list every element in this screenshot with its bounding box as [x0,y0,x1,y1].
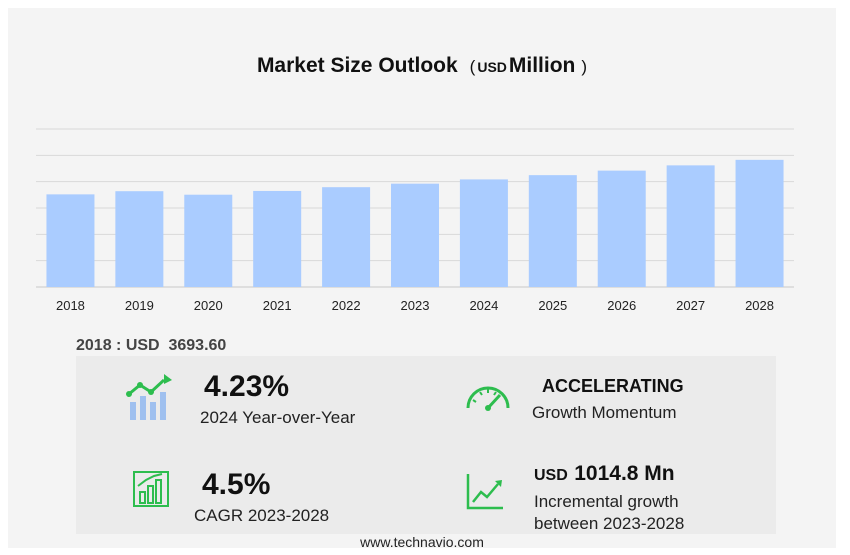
chart-unit-prefix: USD [477,59,507,75]
incremental-label-2: between 2023-2028 [534,514,685,533]
bar-chart: 2018 2019 2020 2021 2022 2023 2024 2025 2026 2027… [36,128,794,313]
bar-2022 [322,187,371,287]
x-tick-2026: 2026 [607,298,636,313]
x-tick-2022: 2022 [332,298,361,313]
bar-2020 [184,194,233,287]
baseline-value: 2018 : USD 3693.60 [76,337,227,354]
x-tick-2024: 2024 [469,298,498,313]
chart-title: Market Size Outlook(USDMillion) [256,54,588,77]
chart-unit-suffix: Million [508,54,576,77]
incremental-label-1: Incremental growth [534,492,679,511]
bar-2021 [253,190,302,287]
bar-2026 [597,170,646,287]
incremental-value-line: USD 1014.8 Mn [534,462,675,486]
stats-panel [76,356,776,534]
bar-2018 [46,194,95,287]
trend-line-icon [466,474,503,510]
bar-2027 [666,165,715,287]
cagr-value: 4.5% [202,468,271,501]
bar-2028 [735,159,784,287]
bar-2025 [528,175,577,287]
speedometer-icon [466,386,510,411]
momentum-value: ACCELERATING [542,376,684,396]
infographic-card: Market Size Outlook(USDMillion) 2018 2019… [8,8,836,550]
footer-url: www.technavio.com [360,534,484,550]
growth-chart-icon [126,374,172,420]
incremental-value: 1014.8 Mn [574,462,675,485]
chart-title-text: Market Size Outlook [256,54,458,77]
x-tick-2020: 2020 [194,298,223,313]
bar-2019 [115,191,164,287]
incremental-prefix: USD [534,467,568,484]
bar-2024 [459,179,508,287]
yoy-label: 2024 Year-over-Year [200,408,356,427]
bar-2023 [391,183,439,287]
x-tick-2018: 2018 [56,298,85,313]
momentum-label: Growth Momentum [532,403,677,422]
yoy-value: 4.23% [204,370,290,403]
x-tick-2028: 2028 [745,298,774,313]
x-tick-2023: 2023 [401,298,430,313]
bar-chart-icon [133,471,169,507]
x-tick-2019: 2019 [125,298,154,313]
x-tick-2025: 2025 [538,298,567,313]
x-tick-2027: 2027 [676,298,705,313]
x-tick-labels: 2018 2019 2020 2021 2022 2023 2024 2025 2026 2027… [56,298,774,313]
cagr-label: CAGR 2023-2028 [194,506,330,525]
bars [46,159,784,287]
x-tick-2021: 2021 [263,298,292,313]
